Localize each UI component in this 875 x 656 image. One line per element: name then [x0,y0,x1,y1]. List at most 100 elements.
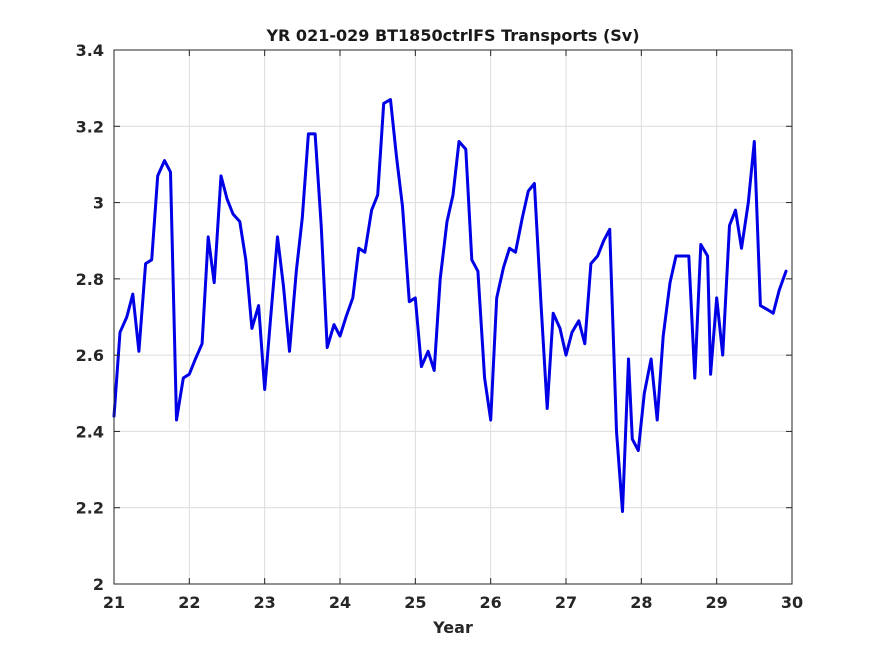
data-point [540,304,543,307]
data-point [766,308,769,311]
tick-layer: 21 22 23 24 25 26 27 28 29 30 2 2.2 2.4 2.6 2.8 3 3.2 3.4 [76,41,803,612]
data-point [250,327,253,330]
data-point [621,510,624,513]
data-point [693,377,696,380]
data-point [508,247,511,250]
series-line-1 [112,98,788,513]
y-tick-label: 2 [93,575,104,594]
data-point [681,255,684,258]
data-point [637,449,640,452]
series-layer [112,98,788,513]
data-point [662,335,665,338]
data-point [282,285,285,288]
data-point [314,132,317,135]
data-point [559,327,562,330]
data-point [131,293,134,296]
data-point [615,430,618,433]
data-point [376,193,379,196]
data-point [489,419,492,422]
data-point [452,193,455,196]
data-point [339,335,342,338]
data-point [345,316,348,319]
data-point [656,419,659,422]
data-point [188,373,191,376]
data-points [113,98,788,513]
data-point [420,365,423,368]
data-point [276,235,279,238]
chart-title: YR 021-029 BT1850ctrlFS Transports (Sv) [265,26,639,45]
data-point [288,350,291,353]
data-point [433,369,436,372]
data-point [546,407,549,410]
data-point [414,296,417,299]
data-point [565,354,568,357]
data-point [589,262,592,265]
data-point [201,342,204,345]
data-point [408,300,411,303]
data-point [333,323,336,326]
data-point [721,354,724,357]
x-tick-label: 30 [781,593,803,612]
data-point [125,316,128,319]
data-point [596,255,599,258]
data-point [571,331,574,334]
data-point [163,159,166,162]
data-point [669,281,672,284]
data-point [395,155,398,158]
data-point [295,270,298,273]
data-point [753,140,756,143]
data-point [182,377,185,380]
data-point [734,209,737,212]
data-point [495,296,498,299]
data-point [650,358,653,361]
data-point [363,251,366,254]
plot-frame [113,49,793,585]
data-point [533,182,536,185]
data-point [401,205,404,208]
data-point [470,258,473,261]
y-tick-label: 2.6 [76,346,104,365]
data-point [137,350,140,353]
data-point [675,255,678,258]
data-point [502,266,505,269]
data-point [194,358,197,361]
data-point [175,419,178,422]
y-tick-label: 2.2 [76,499,104,518]
data-point [687,255,690,258]
data-point [382,102,385,105]
data-point [427,350,430,353]
data-point [269,316,272,319]
data-point [631,438,634,441]
x-tick-label: 21 [103,593,125,612]
data-point [577,319,580,322]
y-tick-label: 3 [93,194,104,213]
data-point [156,174,159,177]
data-point [169,171,172,174]
data-point [608,228,611,231]
data-point [357,247,360,250]
data-point [226,197,229,200]
data-point [514,251,517,254]
x-tick-label: 26 [480,593,502,612]
data-point [740,247,743,250]
data-point [627,358,630,361]
x-tick-label: 28 [630,593,652,612]
data-point [144,262,147,265]
y-tick-label: 2.8 [76,270,104,289]
data-point [778,289,781,292]
data-point [728,224,731,227]
data-point [257,304,260,307]
data-point [476,270,479,273]
data-point [521,216,524,219]
x-tick-label: 25 [404,593,426,612]
data-point [263,388,266,391]
data-point [119,331,122,334]
data-point [307,132,310,135]
y-tick-label: 3.2 [76,117,104,136]
data-point [150,258,153,261]
data-point [747,201,750,204]
x-tick-label: 27 [555,593,577,612]
data-point [759,304,762,307]
data-point [370,209,373,212]
data-point [715,296,718,299]
